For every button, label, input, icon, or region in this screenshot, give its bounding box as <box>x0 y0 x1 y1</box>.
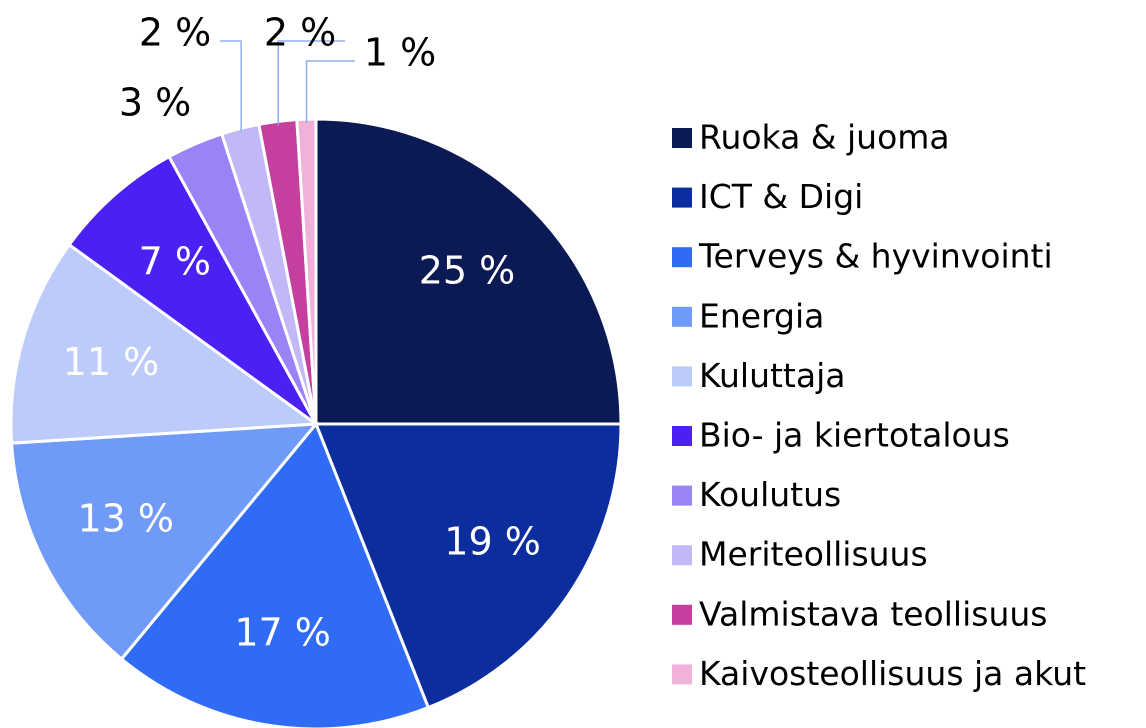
legend-swatch <box>672 545 692 566</box>
pie-slice <box>10 422 320 662</box>
legend-swatch <box>672 664 692 685</box>
pie-slice <box>119 421 431 728</box>
legend-swatch <box>672 187 692 208</box>
legend-swatch <box>672 604 692 625</box>
data-label: 7 % <box>139 239 211 283</box>
data-label: 25 % <box>419 249 516 293</box>
leader-line <box>305 60 355 124</box>
legend-label: Ruoka & juoma <box>699 118 950 157</box>
data-label: 17 % <box>234 610 331 654</box>
legend-swatch <box>672 366 692 387</box>
pie-slice <box>313 422 623 710</box>
pie-slice <box>67 154 318 426</box>
legend-swatch <box>672 485 692 506</box>
legend-swatch <box>672 247 692 268</box>
data-label: 2 % <box>139 11 211 55</box>
data-label: 1 % <box>364 31 436 75</box>
pie-slice <box>314 117 623 426</box>
data-label: 11 % <box>63 340 160 384</box>
legend-label: Kaivosteollisuus ja akut <box>699 654 1086 693</box>
legend-swatch <box>672 426 692 446</box>
legend-label: Valmistava teollisuus <box>699 594 1047 633</box>
leader-line <box>220 40 242 133</box>
legend-label: Energia <box>699 296 824 335</box>
data-label: 3 % <box>119 81 191 125</box>
legend-label: Koulutus <box>699 475 841 514</box>
legend-swatch <box>672 128 692 148</box>
legend-label: Kuluttaja <box>699 356 846 395</box>
data-label: 19 % <box>444 520 541 564</box>
data-label: 2 % <box>264 11 336 55</box>
legend-label: Meriteollisuus <box>699 535 928 574</box>
legend-label: ICT & Digi <box>699 177 863 216</box>
legend-label: Bio- ja kiertotalous <box>699 416 1010 455</box>
leader-line <box>277 40 345 126</box>
data-label: 13 % <box>77 496 174 540</box>
legend-swatch <box>672 306 692 327</box>
pie-slice <box>9 242 321 445</box>
legend-label: Terveys & hyvinvointi <box>698 237 1053 276</box>
